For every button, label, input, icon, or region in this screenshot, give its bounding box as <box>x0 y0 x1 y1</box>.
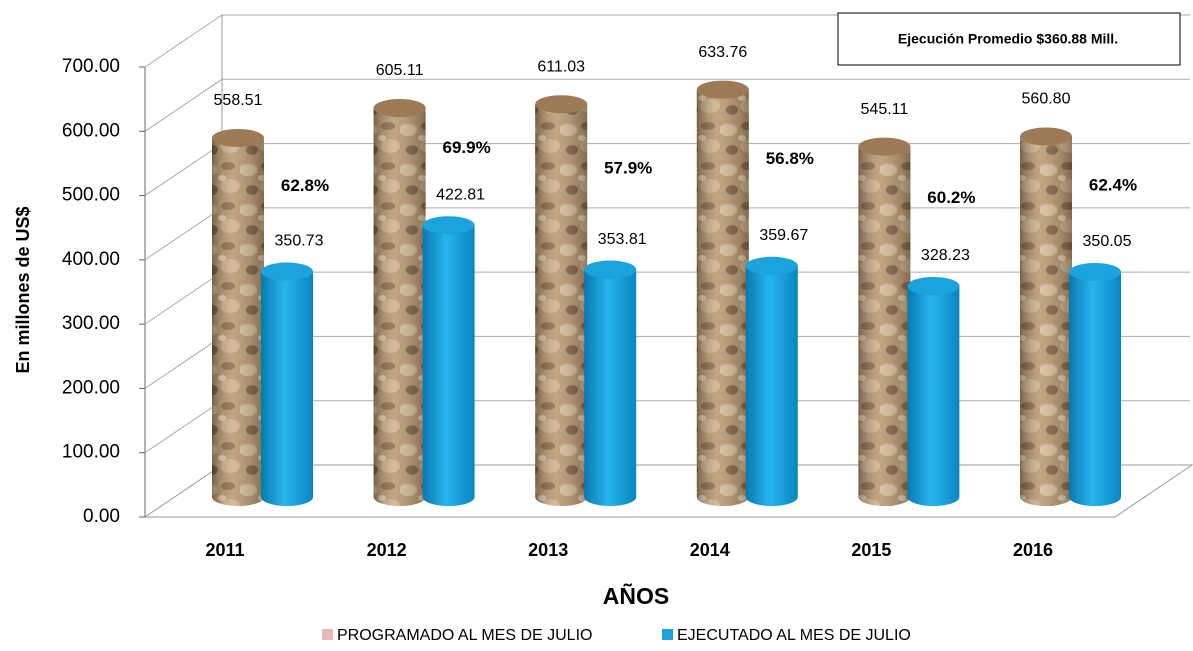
value-label: 545.11 <box>861 101 909 118</box>
x-tick-label: 2011 <box>205 540 244 560</box>
cylinder-shade <box>696 89 749 506</box>
marks <box>212 80 1121 506</box>
y-tick-label: 0.00 <box>83 506 120 527</box>
cylinder-top <box>907 276 960 295</box>
y-tick-label: 200.00 <box>62 377 120 398</box>
cylinder-body <box>1069 271 1121 506</box>
cylinder-top <box>1069 262 1121 281</box>
value-label: 560.80 <box>1022 91 1071 108</box>
value-label: 605.11 <box>376 62 424 79</box>
cylinder-body <box>584 269 637 506</box>
cylinder-top <box>212 128 264 147</box>
y-tick-label: 400.00 <box>62 249 120 270</box>
y-tick-label: 500.00 <box>62 185 120 206</box>
value-label: 350.73 <box>275 233 324 250</box>
cylinder-shade <box>535 104 588 506</box>
value-label: 359.67 <box>759 227 808 244</box>
cylinder-top <box>858 137 911 156</box>
percent-label: 56.8% <box>766 149 814 168</box>
x-tick-label: 2015 <box>851 540 891 560</box>
percent-label: 62.4% <box>1089 176 1137 195</box>
legend-label: PROGRAMADO AL MES DE JULIO <box>337 627 592 644</box>
legend-swatch <box>662 629 673 640</box>
percent-label: 60.2% <box>927 188 975 207</box>
cylinder-body <box>745 265 798 506</box>
cylinder-body <box>261 271 313 506</box>
percent-label: 62.8% <box>281 176 329 195</box>
y-tick-label: 700.00 <box>62 56 120 77</box>
x-tick-label: 2014 <box>690 540 730 560</box>
y-tick-label: 600.00 <box>62 120 120 141</box>
cylinder-shade <box>373 108 426 506</box>
value-label: 328.23 <box>921 247 970 264</box>
annotation-text: Ejecución Promedio $360.88 Mill. <box>898 31 1118 47</box>
x-tick-label: 2016 <box>1013 540 1053 560</box>
cylinder-shade <box>1020 136 1072 506</box>
x-axis-title: AÑOS <box>603 582 669 609</box>
legend-swatch <box>322 629 333 640</box>
y-axis-title: En millones de US$ <box>13 206 33 373</box>
floor <box>143 464 1193 518</box>
value-label: 633.76 <box>698 44 747 61</box>
y-tick-label: 300.00 <box>62 313 120 334</box>
cylinder-top <box>1020 127 1072 146</box>
cylinder-top <box>584 260 637 279</box>
grid-line <box>144 78 1190 132</box>
cylinder-top <box>535 95 588 114</box>
cylinder-top <box>261 262 313 281</box>
value-label: 353.81 <box>598 231 647 248</box>
x-tick-label: 2013 <box>528 540 568 560</box>
percent-label: 57.9% <box>604 158 652 177</box>
cylinder-body <box>422 225 475 506</box>
annotation-box <box>837 12 1181 66</box>
legend-label: EJECUTADO AL MES DE JULIO <box>677 627 911 644</box>
cylinder-body <box>907 285 960 506</box>
cylinder-top <box>373 99 426 118</box>
cylinder-top <box>696 80 749 99</box>
value-label: 611.03 <box>537 58 585 75</box>
cylinder-top <box>745 256 798 275</box>
y-tick-label: 100.00 <box>62 442 120 463</box>
x-tick-label: 2012 <box>367 540 407 560</box>
value-label: 558.51 <box>214 92 263 109</box>
cylinder-top <box>422 216 475 235</box>
cylinder-shade <box>212 137 264 506</box>
cylinder-shade <box>858 146 911 506</box>
value-label: 350.05 <box>1083 233 1132 250</box>
percent-label: 69.9% <box>442 138 490 157</box>
value-label: 422.81 <box>436 186 485 203</box>
